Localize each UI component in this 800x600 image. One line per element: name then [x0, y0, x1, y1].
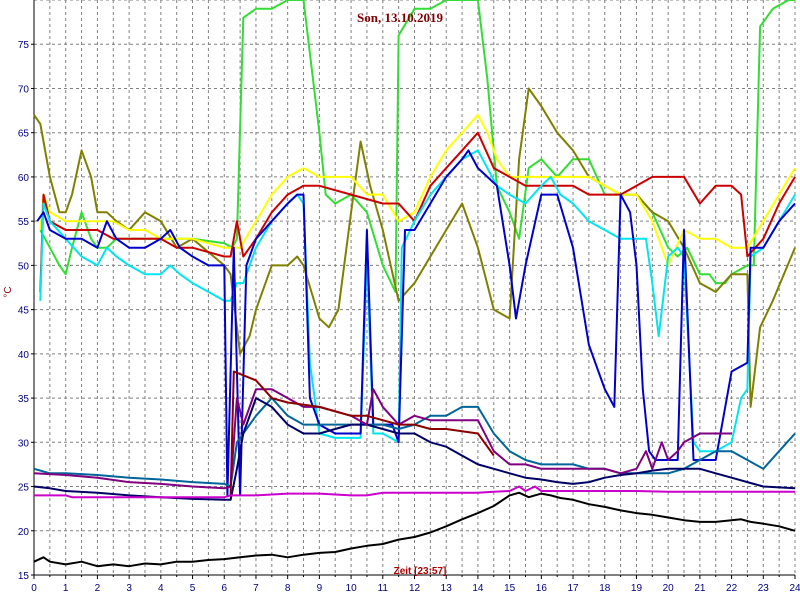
y-axis-label: °C	[3, 286, 14, 297]
x-tick-label: 17	[567, 583, 579, 594]
x-tick-label: 3	[126, 583, 132, 594]
x-tick-label: 5	[190, 583, 196, 594]
y-tick-label: 40	[18, 350, 30, 361]
y-tick-label: 70	[18, 84, 30, 95]
y-tick-label: 25	[18, 483, 30, 494]
series-line-5	[39, 149, 796, 453]
y-tick-label: 30	[18, 438, 30, 449]
y-tick-label: 35	[18, 394, 30, 405]
x-tick-label: 7	[253, 583, 259, 594]
y-tick-label: 15	[18, 571, 30, 582]
series-layer	[33, 0, 796, 568]
x-tick-label: 22	[726, 583, 738, 594]
x-tick-label: 11	[378, 583, 389, 594]
series-line-10	[229, 370, 495, 496]
chart-title: Son, 13.10.2019	[357, 10, 443, 25]
x-tick-label: 18	[599, 583, 611, 594]
x-tick-label: 20	[663, 583, 675, 594]
series-line-6	[36, 149, 796, 497]
y-tick-label: 50	[18, 261, 30, 272]
y-tick-label: 45	[18, 306, 30, 317]
y-tick-label: 65	[18, 129, 30, 140]
x-tick-label: 1	[63, 583, 69, 594]
axes	[31, 0, 796, 579]
x-tick-label: 0	[31, 583, 37, 594]
x-tick-label: 9	[317, 583, 323, 594]
x-tick-label: 15	[504, 583, 516, 594]
x-axis-label: Zeit [23:57]	[394, 566, 447, 577]
x-tick-label: 4	[158, 583, 164, 594]
series-line-11	[34, 485, 795, 499]
x-tick-label: 13	[441, 583, 453, 594]
x-tick-label: 12	[409, 583, 421, 594]
series-line-2	[33, 87, 796, 408]
y-tick-label: 55	[18, 217, 30, 228]
series-line-12	[33, 491, 796, 568]
series-line-8	[33, 397, 796, 501]
x-tick-label: 23	[758, 583, 770, 594]
tick-labels: 0 1 2 3 4 5 6 7 8 9 10 11 12 13 14 15 16 17 18 19 20 21 22 23 24…	[18, 40, 800, 594]
x-tick-label: 2	[95, 583, 101, 594]
y-tick-label: 60	[18, 173, 30, 184]
x-tick-label: 10	[346, 583, 358, 594]
y-tick-label: 20	[18, 527, 30, 538]
x-tick-label: 16	[536, 583, 548, 594]
x-tick-label: 8	[285, 583, 291, 594]
x-tick-label: 14	[472, 583, 484, 594]
series-line-7	[33, 397, 796, 488]
y-tick-label: 75	[18, 40, 30, 51]
x-tick-label: 6	[221, 583, 227, 594]
series-line-4	[39, 131, 796, 292]
series-line-3	[39, 114, 796, 267]
x-tick-label: 19	[631, 583, 643, 594]
x-tick-label: 24	[789, 583, 800, 594]
x-tick-label: 21	[694, 583, 706, 594]
